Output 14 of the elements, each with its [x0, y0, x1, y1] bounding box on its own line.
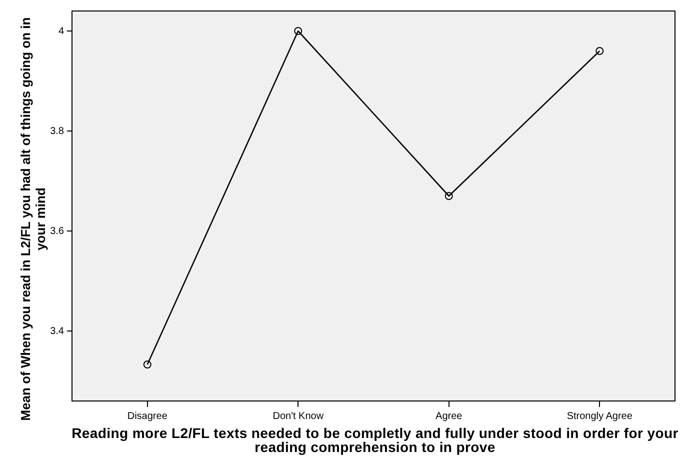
x-tick-label: Disagree: [127, 410, 168, 422]
y-tick-label: 3.6: [50, 226, 64, 237]
x-axis-title: Reading more L2/FL texts needed to be completly and fully under stood in order for your reading comprehension to in prove: [70, 425, 680, 455]
y-tick-label: 3.4: [50, 326, 64, 337]
y-tick-label: 4: [58, 26, 64, 37]
point: [596, 47, 604, 55]
x-tick-label: Don't Know: [272, 410, 324, 422]
point: [294, 27, 302, 35]
point: [143, 360, 152, 368]
x-tick-label: Agree: [436, 410, 463, 422]
point: [444, 192, 453, 200]
y-tick-label: 3.8: [50, 126, 64, 137]
y-axis-title: Mean of When you read in L2/FL you had alt of things going on in your mind: [18, 16, 49, 423]
x-tick-label: Strongly Agree: [566, 410, 633, 422]
